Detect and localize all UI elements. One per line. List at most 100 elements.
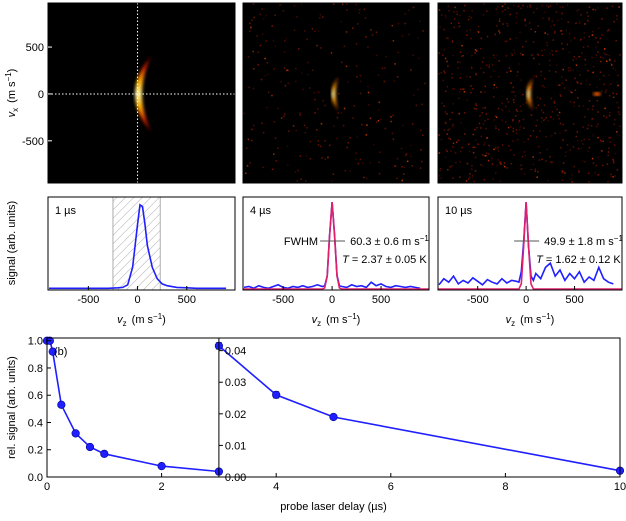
speckle	[410, 155, 412, 158]
speckle	[578, 55, 580, 58]
speckle	[300, 178, 302, 180]
speckle	[401, 165, 403, 168]
y-axis-label: rel. signal (arb. units)	[6, 356, 18, 459]
speckle	[596, 86, 598, 88]
y2-tick-label: 0.03	[225, 377, 246, 389]
annotation-label: FWHM	[284, 236, 318, 248]
speckle	[552, 118, 555, 120]
speckle	[587, 172, 590, 175]
speckle	[604, 107, 606, 110]
speckle	[472, 88, 474, 90]
speckle	[526, 6, 529, 8]
speckle	[608, 28, 610, 31]
speckle	[488, 153, 490, 155]
speckle	[309, 140, 312, 143]
speckle	[340, 20, 343, 23]
speckle	[475, 72, 477, 75]
speckle	[542, 119, 545, 121]
speckle	[458, 112, 460, 115]
speckle	[547, 179, 549, 182]
speckle	[417, 88, 419, 91]
speckle	[530, 83, 533, 85]
speckle	[498, 30, 500, 32]
speckle	[273, 120, 276, 123]
speckle	[449, 150, 452, 152]
speckle	[266, 61, 269, 64]
speckle	[561, 82, 564, 85]
speckle	[541, 158, 543, 161]
speckle	[569, 101, 572, 103]
speckle	[525, 24, 527, 27]
y2-tick-label: 0.00	[225, 472, 246, 484]
speckle	[492, 178, 494, 181]
speckle	[565, 151, 567, 153]
speckle	[546, 148, 549, 151]
speckle	[287, 69, 290, 72]
annotation-temperature-part: = 1.62 ± 0.12 K	[546, 254, 622, 266]
speckle	[259, 44, 262, 47]
speckle	[535, 75, 538, 78]
data-point	[100, 449, 109, 458]
speckle	[485, 127, 487, 130]
speckle	[471, 54, 473, 57]
speckle	[247, 138, 250, 141]
speckle	[299, 112, 301, 114]
speckle	[538, 145, 540, 148]
speckle	[595, 46, 597, 48]
speckle	[579, 20, 581, 23]
speckle	[444, 111, 447, 113]
speckle	[449, 138, 452, 140]
speckle	[448, 128, 451, 130]
speckle	[286, 69, 288, 72]
speckle	[484, 119, 486, 122]
speckle	[419, 167, 422, 169]
speckle	[587, 69, 589, 72]
speckle	[390, 120, 392, 123]
speckle	[265, 40, 267, 42]
speckle	[295, 67, 297, 70]
speckle	[536, 170, 539, 173]
speckle	[284, 113, 286, 115]
speckle	[475, 104, 478, 107]
speckle	[516, 71, 519, 73]
speckle	[550, 116, 552, 118]
speckle	[319, 145, 322, 148]
speckle	[603, 52, 605, 55]
speckle	[484, 85, 487, 88]
speckle	[467, 18, 470, 21]
speckle	[495, 8, 498, 11]
speckle	[614, 69, 617, 72]
speckle	[584, 160, 586, 163]
speckle	[534, 170, 537, 173]
speckle	[384, 127, 387, 130]
series-line	[218, 345, 621, 472]
speckle	[488, 64, 491, 66]
speckle	[379, 151, 382, 154]
speckle	[546, 4, 548, 7]
data-point	[85, 442, 95, 452]
speckle	[592, 162, 595, 164]
speckle	[371, 34, 374, 36]
speckle	[349, 170, 352, 172]
speckle	[474, 128, 476, 131]
images	[48, 3, 622, 183]
speckle	[530, 28, 532, 30]
y-axis-label-part: x	[11, 108, 20, 112]
speckle	[333, 3, 335, 6]
x-axis-label: probe laser delay (µs)	[280, 501, 387, 513]
speckle	[532, 163, 535, 166]
speckle	[550, 97, 553, 100]
annotation-width-part: −1	[420, 234, 430, 243]
speckle	[475, 74, 477, 76]
speckle	[577, 139, 579, 142]
speckle	[551, 20, 554, 22]
speckle	[564, 155, 567, 157]
y-tick-label: 500	[26, 42, 44, 54]
speckle	[578, 56, 581, 58]
x-tick-label: 500	[565, 294, 583, 306]
x-axis-label-part: z	[511, 319, 515, 328]
speckle	[541, 54, 544, 57]
speckle	[599, 78, 601, 81]
speckle	[405, 153, 408, 155]
y2-tick-label: 0.02	[225, 409, 246, 421]
